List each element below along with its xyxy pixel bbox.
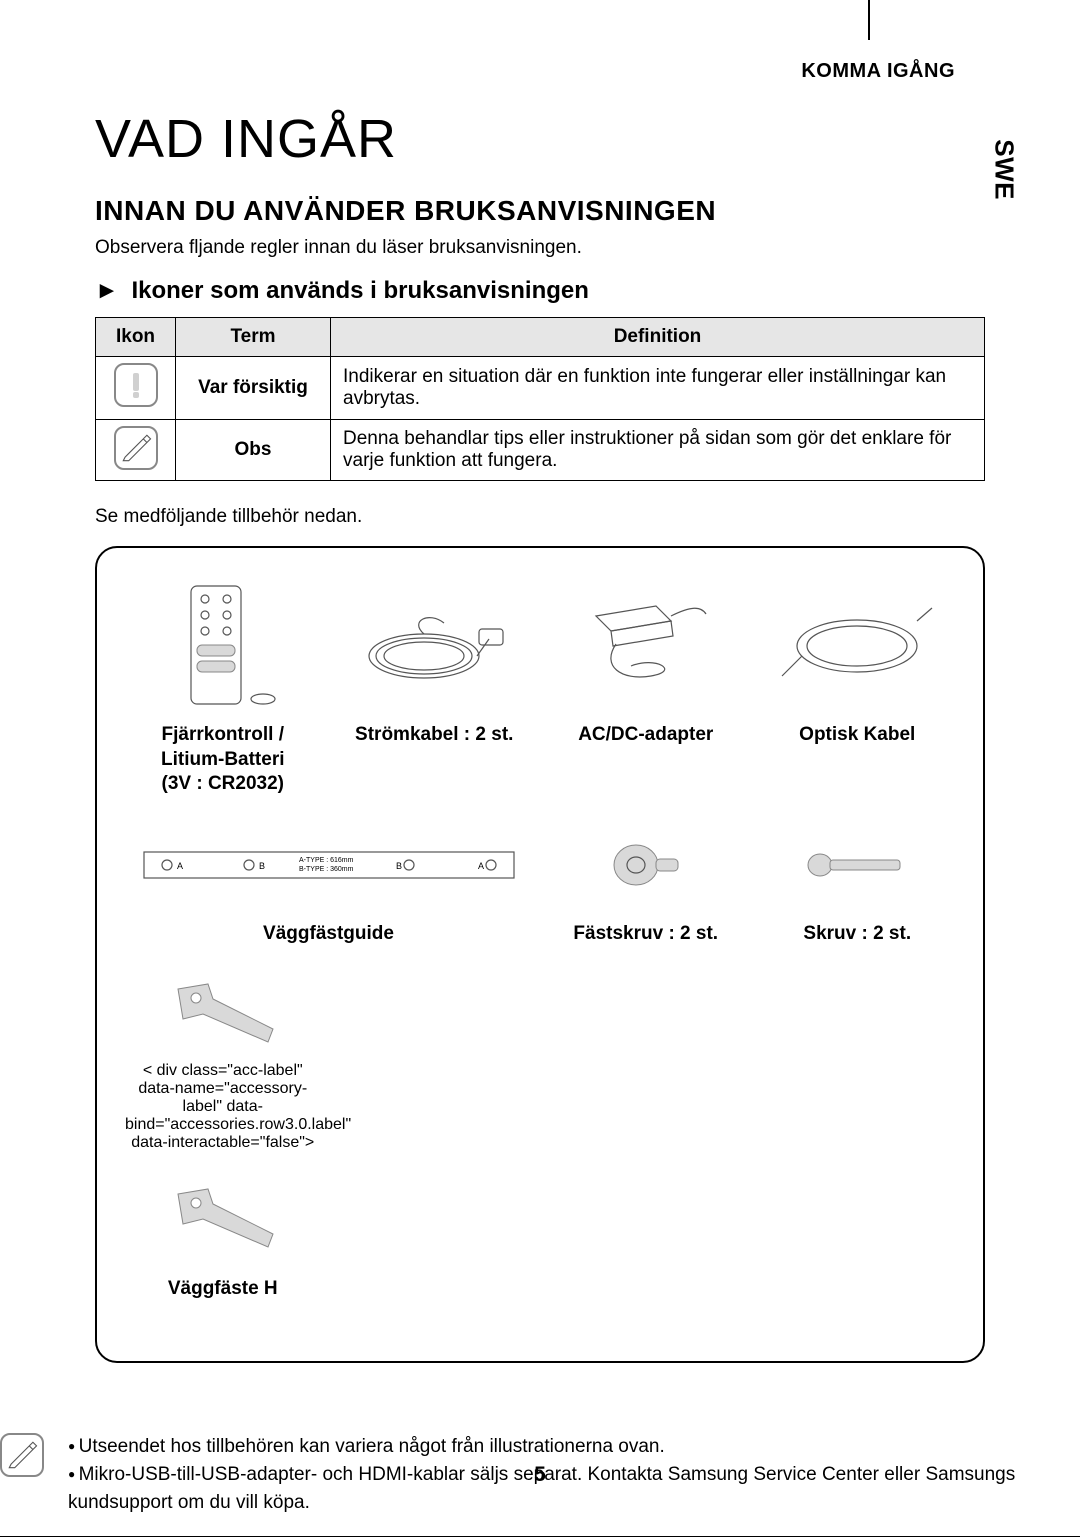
th-term: Term: [176, 318, 331, 357]
accessory-power-cable: Strömkabel : 2 st.: [329, 568, 541, 807]
accessories-row: Fjärrkontroll / Litium-Batteri (3V : CR2…: [117, 568, 963, 807]
accessory-adapter: AC/DC-adapter: [540, 568, 752, 807]
accessory-label: Strömkabel : 2 st.: [337, 723, 533, 748]
page-number: 5: [0, 1463, 1080, 1487]
accessory-remote: Fjärrkontroll / Litium-Batteri (3V : CR2…: [117, 568, 329, 807]
guide-type-a: A-TYPE : 616mm: [299, 857, 354, 864]
accessory-bracket-right: Väggfäste H: [117, 1162, 329, 1312]
note-icon: [114, 426, 158, 470]
table-row: Var försiktig Indikerar en situation där…: [96, 357, 985, 420]
accessories-box: Fjärrkontroll / Litium-Batteri (3V : CR2…: [95, 546, 985, 1363]
note-icon-cell: [96, 420, 176, 481]
accessories-row: A B A-TYPE : 616mm B-TYPE : 360mm B A Vä…: [117, 807, 963, 957]
page-title: VAD INGÅR: [95, 108, 985, 170]
intro-text: Observera fljande regler innan du läser …: [95, 237, 985, 259]
accessory-bracket-left: < div class="acc-label" data-name="acces…: [117, 957, 329, 1162]
icons-heading-text: Ikoner som används i bruksanvisningen: [131, 277, 588, 304]
icons-heading: ► Ikoner som används i bruksanvisningen: [95, 277, 985, 305]
adapter-illustration: [548, 578, 744, 713]
th-icon: Ikon: [96, 318, 176, 357]
accessory-label: Fästskruv : 2 st.: [548, 922, 744, 947]
accessories-intro: Se medföljande tillbehör nedan.: [95, 506, 985, 528]
definition-cell: Denna behandlar tips eller instruktioner…: [331, 420, 985, 481]
accessory-screw: Skruv : 2 st.: [752, 807, 964, 957]
accessory-label: Optisk Kabel: [760, 723, 956, 748]
table-row: Obs Denna behandlar tips eller instrukti…: [96, 420, 985, 481]
term-cell: Var försiktig: [176, 357, 331, 420]
holder-screw-illustration: [548, 817, 744, 912]
optical-cable-illustration: [760, 578, 956, 713]
svg-text:B: B: [396, 861, 402, 871]
language-tab: SWE: [989, 139, 1020, 200]
remote-illustration: [125, 578, 321, 713]
svg-text:A: A: [177, 861, 183, 871]
page-subtitle: INNAN DU ANVÄNDER BRUKSANVISNINGEN: [95, 195, 985, 227]
spacer: [117, 1311, 540, 1331]
accessory-label: Skruv : 2 st.: [760, 922, 956, 947]
caution-icon-cell: [96, 357, 176, 420]
accessory-holder-screw: Fästskruv : 2 st.: [540, 807, 752, 957]
svg-text:B: B: [259, 861, 265, 871]
accessory-label: AC/DC-adapter: [548, 723, 744, 748]
screw-illustration: [760, 817, 956, 912]
power-cable-illustration: [337, 578, 533, 713]
bracket-left-illustration: [125, 967, 321, 1062]
accessory-optical-cable: Optisk Kabel: [752, 568, 964, 807]
definition-cell: Indikerar en situation där en funktion i…: [331, 357, 985, 420]
section-header: KOMMA IGÅNG: [95, 60, 955, 83]
th-definition: Definition: [331, 318, 985, 357]
accessory-label: Fjärrkontroll / Litium-Batteri (3V : CR2…: [125, 723, 321, 797]
caution-icon: [114, 363, 158, 407]
accessories-row: < div class="acc-label" data-name="acces…: [117, 957, 963, 1162]
icons-table: Ikon Term Definition Var försiktig Indik…: [95, 317, 985, 481]
accessory-label: Väggfästguide: [125, 922, 532, 947]
svg-text:A: A: [478, 861, 484, 871]
accessory-wall-guide: A B A-TYPE : 616mm B-TYPE : 360mm B A Vä…: [117, 807, 540, 957]
accessory-label: Väggfäste H: [125, 1277, 321, 1302]
bracket-right-illustration: [125, 1172, 321, 1267]
heading-arrow-icon: ►: [95, 277, 119, 304]
wall-guide-illustration: A B A-TYPE : 616mm B-TYPE : 360mm B A: [125, 817, 532, 912]
guide-type-b: B-TYPE : 360mm: [299, 866, 354, 873]
footnote-bullet: Utseendet hos tillbehören kan variera nå…: [68, 1433, 1080, 1461]
manual-page: KOMMA IGÅNG SWE VAD INGÅR INNAN DU ANVÄN…: [0, 0, 1080, 1433]
term-cell: Obs: [176, 420, 331, 481]
